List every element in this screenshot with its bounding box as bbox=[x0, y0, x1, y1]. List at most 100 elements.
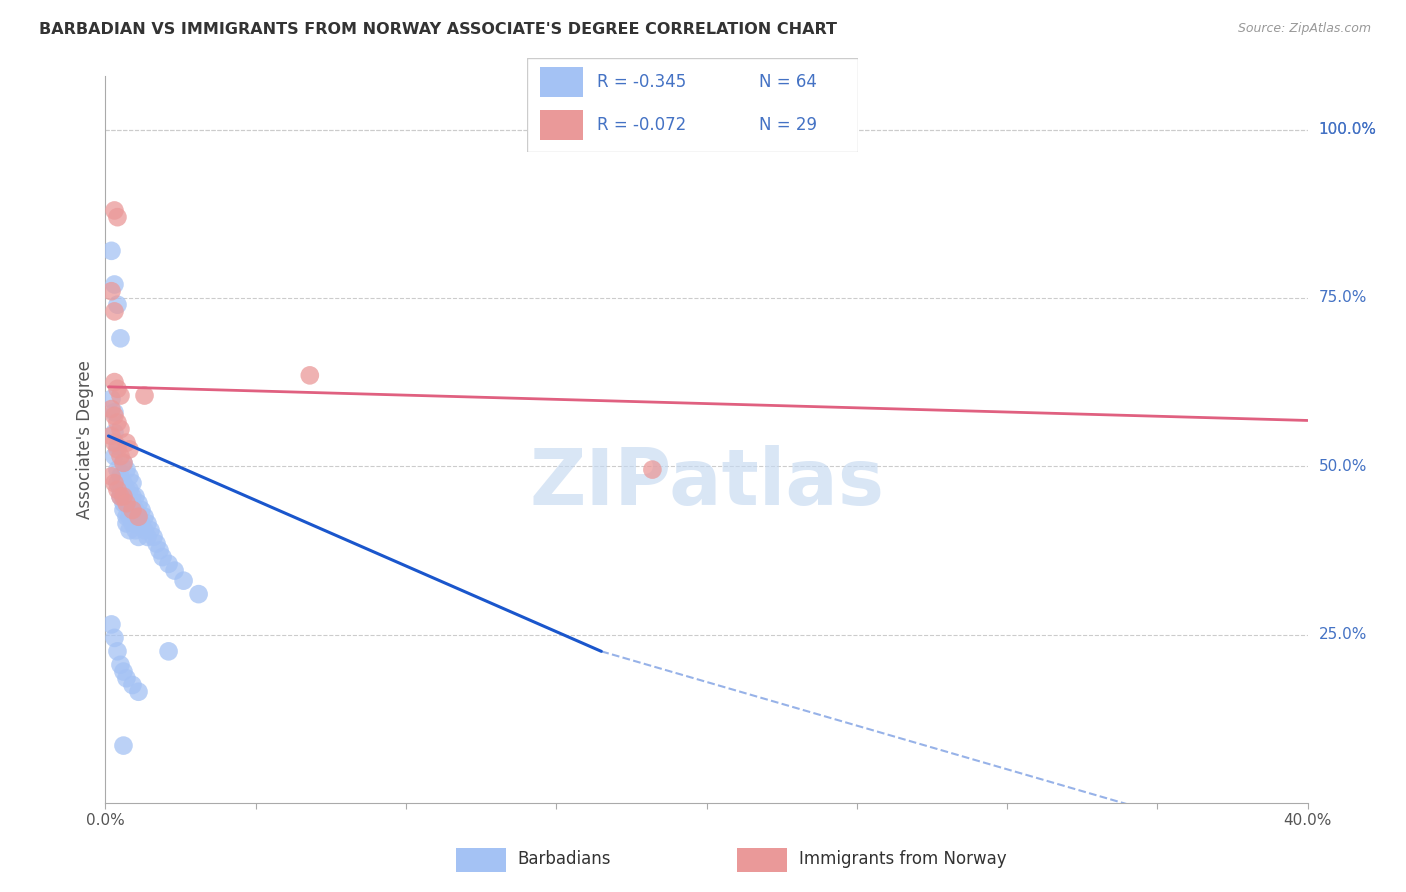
Point bbox=[112, 490, 135, 504]
Text: R = -0.072: R = -0.072 bbox=[596, 117, 686, 135]
Point bbox=[103, 375, 125, 389]
Text: Source: ZipAtlas.com: Source: ZipAtlas.com bbox=[1237, 22, 1371, 36]
Point bbox=[124, 503, 146, 517]
Text: 50.0%: 50.0% bbox=[1319, 458, 1367, 474]
Point bbox=[112, 739, 135, 753]
Point bbox=[187, 587, 209, 601]
Point bbox=[134, 509, 156, 524]
Point bbox=[163, 564, 186, 578]
Point bbox=[145, 536, 167, 550]
Text: R = -0.345: R = -0.345 bbox=[596, 73, 686, 91]
Point bbox=[118, 483, 141, 497]
Point bbox=[103, 277, 125, 292]
Point bbox=[136, 516, 159, 531]
Point bbox=[110, 657, 132, 672]
Text: 25.0%: 25.0% bbox=[1319, 627, 1367, 642]
Point bbox=[115, 496, 138, 510]
Point bbox=[107, 439, 129, 453]
Point bbox=[110, 449, 132, 463]
Point bbox=[128, 684, 150, 698]
Point bbox=[298, 368, 321, 383]
Point bbox=[112, 476, 135, 491]
Text: 100.0%: 100.0% bbox=[1319, 122, 1376, 137]
Text: N = 29: N = 29 bbox=[759, 117, 817, 135]
Point bbox=[115, 462, 138, 476]
Point bbox=[112, 456, 135, 470]
Point bbox=[100, 284, 122, 298]
Point bbox=[112, 503, 135, 517]
Point bbox=[157, 644, 180, 658]
Point bbox=[100, 402, 122, 417]
Point bbox=[112, 665, 135, 679]
Point bbox=[142, 530, 165, 544]
Point bbox=[128, 530, 150, 544]
Point bbox=[121, 503, 143, 517]
Point bbox=[641, 462, 664, 476]
Point bbox=[134, 388, 156, 402]
Point bbox=[110, 490, 132, 504]
Point bbox=[112, 496, 135, 510]
Text: Barbadians: Barbadians bbox=[517, 849, 612, 868]
Text: N = 64: N = 64 bbox=[759, 73, 817, 91]
Point bbox=[115, 509, 138, 524]
Point bbox=[173, 574, 195, 588]
Text: 75.0%: 75.0% bbox=[1319, 291, 1367, 305]
Point bbox=[152, 550, 174, 565]
Point bbox=[131, 503, 153, 517]
Point bbox=[134, 523, 156, 537]
Point bbox=[124, 523, 146, 537]
Point bbox=[139, 523, 162, 537]
Point bbox=[110, 490, 132, 504]
Point bbox=[107, 644, 129, 658]
Bar bbox=[540, 68, 583, 97]
Point bbox=[148, 543, 170, 558]
Point bbox=[121, 678, 143, 692]
Text: BARBADIAN VS IMMIGRANTS FROM NORWAY ASSOCIATE'S DEGREE CORRELATION CHART: BARBADIAN VS IMMIGRANTS FROM NORWAY ASSO… bbox=[39, 22, 838, 37]
Text: Immigrants from Norway: Immigrants from Norway bbox=[799, 849, 1007, 868]
Point bbox=[107, 298, 129, 312]
Point bbox=[115, 516, 138, 531]
Point bbox=[103, 304, 125, 318]
Point bbox=[103, 405, 125, 419]
Point bbox=[136, 530, 159, 544]
Point bbox=[128, 509, 150, 524]
Point bbox=[107, 382, 129, 396]
Y-axis label: Associate's Degree: Associate's Degree bbox=[76, 359, 94, 519]
Point bbox=[121, 476, 143, 491]
Text: 100.0%: 100.0% bbox=[1319, 122, 1376, 137]
Point bbox=[103, 425, 125, 440]
Point bbox=[110, 331, 132, 345]
Point bbox=[115, 435, 138, 450]
Bar bbox=[737, 847, 787, 872]
Point bbox=[100, 244, 122, 258]
Point bbox=[107, 416, 129, 430]
Point bbox=[103, 631, 125, 645]
Point bbox=[103, 409, 125, 423]
Point bbox=[115, 496, 138, 510]
Bar bbox=[540, 111, 583, 140]
Point bbox=[103, 449, 125, 463]
Point bbox=[103, 435, 125, 450]
Point bbox=[103, 203, 125, 218]
Point bbox=[115, 671, 138, 685]
Point bbox=[118, 523, 141, 537]
Point bbox=[112, 490, 135, 504]
Point bbox=[107, 476, 129, 491]
Point bbox=[118, 442, 141, 457]
Point bbox=[118, 496, 141, 510]
Point bbox=[100, 469, 122, 483]
Point bbox=[100, 392, 122, 406]
Point bbox=[128, 509, 150, 524]
Point bbox=[100, 617, 122, 632]
Point bbox=[118, 469, 141, 483]
Point bbox=[107, 483, 129, 497]
Point bbox=[110, 483, 132, 497]
Point bbox=[131, 516, 153, 531]
Point bbox=[118, 509, 141, 524]
Point bbox=[100, 429, 122, 443]
Point bbox=[110, 469, 132, 483]
Point bbox=[121, 490, 143, 504]
Point bbox=[124, 490, 146, 504]
Point bbox=[112, 456, 135, 470]
Point bbox=[121, 516, 143, 531]
